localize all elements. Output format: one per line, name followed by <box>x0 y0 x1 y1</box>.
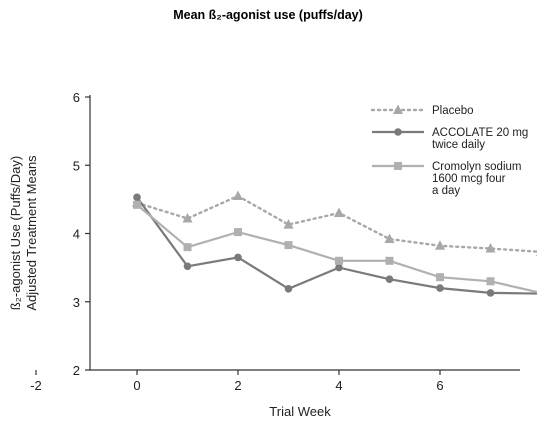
series-line <box>136 203 537 294</box>
x-tick-label: -2 <box>30 378 42 393</box>
y-axis-label: ß₂-agonist Use (Puffs/Day) <box>8 156 23 310</box>
data-point <box>133 193 141 202</box>
legend-label: Placebo <box>432 105 474 117</box>
series-3 <box>133 200 537 294</box>
series-layer <box>132 190 537 297</box>
chart-title: Mean ß₂-agonist use (puffs/day) <box>173 8 363 22</box>
x-axis-label: Trial Week <box>269 404 331 419</box>
data-point <box>284 241 293 250</box>
data-point <box>385 256 394 265</box>
data-point <box>284 284 293 293</box>
x-tick-label: 2 <box>234 378 241 393</box>
legend-label: 1600 mcg four <box>432 173 506 185</box>
data-point <box>283 219 294 229</box>
y-tick-label: 5 <box>73 158 80 173</box>
data-point <box>234 228 242 237</box>
data-point <box>234 253 242 262</box>
legend-label: ACCOLATE 20 mg <box>432 127 528 139</box>
y-tick-label: 2 <box>73 363 80 378</box>
data-point <box>485 243 496 253</box>
legend-label: a day <box>432 185 460 197</box>
data-point <box>436 284 444 292</box>
data-point <box>183 262 192 271</box>
series-line <box>136 196 537 295</box>
data-point <box>486 289 495 297</box>
data-point <box>233 190 243 200</box>
data-point <box>334 207 344 218</box>
data-point <box>335 256 343 265</box>
x-tick-label: 4 <box>335 378 342 393</box>
legend-label: twice daily <box>432 139 485 151</box>
data-point <box>385 275 394 284</box>
data-point <box>182 212 193 223</box>
series-line <box>135 194 537 253</box>
data-point <box>133 200 141 209</box>
data-point <box>436 273 444 282</box>
x-tick-label: 6 <box>436 378 443 393</box>
data-point <box>486 277 495 286</box>
legend-marker <box>394 162 402 170</box>
y-tick-label: 3 <box>73 295 80 310</box>
legend-marker <box>394 128 402 136</box>
y-tick-label: 6 <box>73 90 80 105</box>
y-tick-label: 4 <box>73 227 80 242</box>
series-2 <box>133 193 537 297</box>
legend-item-1: Placebo <box>370 104 474 117</box>
x-tick-label: 0 <box>133 378 140 393</box>
data-point <box>384 233 395 243</box>
legend-marker <box>393 104 403 114</box>
y-axis-label-secondary: Adjusted Treatment Means <box>24 155 39 311</box>
data-point <box>335 263 343 272</box>
legend-label: Cromolyn sodium <box>432 161 521 173</box>
data-point <box>183 243 192 252</box>
data-point <box>435 240 445 250</box>
